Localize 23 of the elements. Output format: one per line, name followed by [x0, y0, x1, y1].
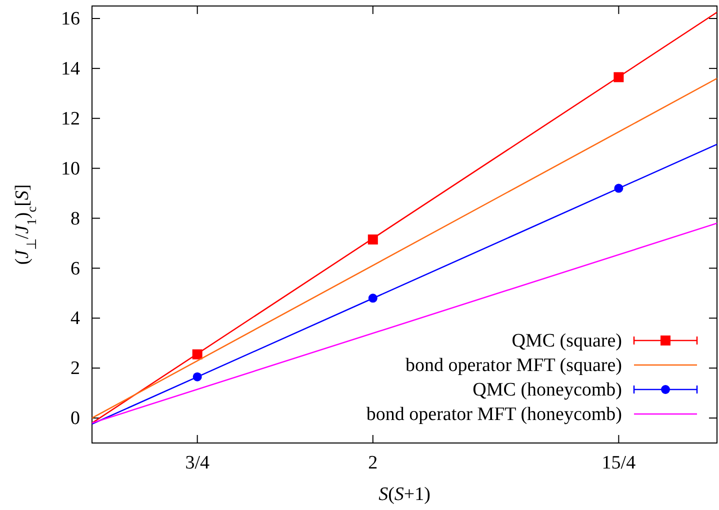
point — [368, 294, 378, 303]
point — [614, 72, 624, 82]
y-tick-label: 10 — [61, 158, 80, 180]
point — [192, 349, 202, 360]
y-tick-label: 2 — [70, 358, 80, 380]
x-axis-title: S(S+1) — [378, 484, 430, 505]
legend-label: bond operator MFT (square) — [405, 355, 622, 376]
y-tick-label: 14 — [61, 58, 80, 80]
y-tick-label: 0 — [70, 408, 80, 430]
x-tick-label: 2 — [368, 452, 378, 474]
legend-label: QMC (honeycomb) — [472, 380, 622, 400]
legend-label: QMC (square) — [512, 330, 622, 352]
point — [192, 372, 202, 382]
point — [368, 234, 378, 244]
y-tick-label: 12 — [61, 108, 80, 130]
y-tick-label: 16 — [61, 8, 80, 30]
x-tick-label: 3/4 — [185, 452, 210, 474]
x-tick-label: 15/4 — [602, 452, 636, 474]
y-tick-label: 8 — [70, 208, 80, 230]
legend-label: bond operator MFT (honeycomb) — [366, 404, 622, 425]
y-tick-label: 4 — [70, 308, 80, 330]
y-tick-label: 6 — [70, 258, 80, 280]
point — [614, 184, 624, 193]
